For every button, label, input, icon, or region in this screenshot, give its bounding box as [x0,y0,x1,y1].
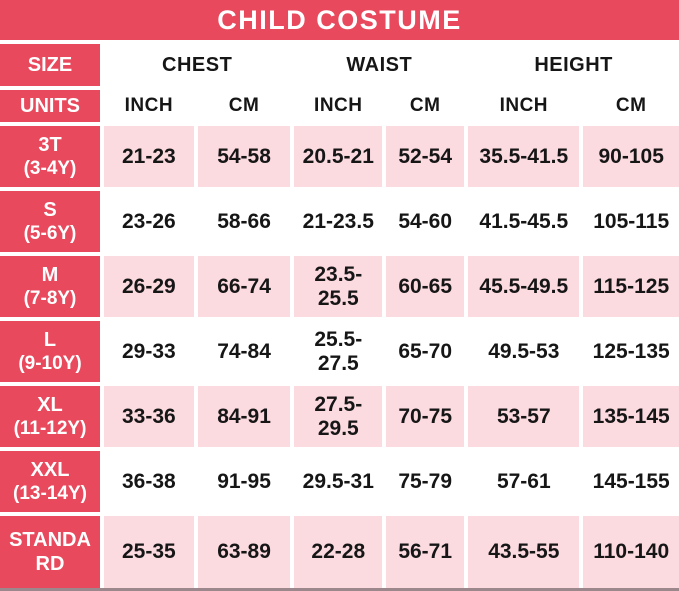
value-cell: 21-23.5 [294,191,383,252]
value-cell: 57-61 [468,451,580,513]
value-cell: 66-74 [197,256,291,317]
size-header-cell: SIZE [0,44,100,86]
age-label: (5-6Y) [23,222,77,244]
bottom-border-line [0,588,679,591]
age-label: (9-10Y) [18,352,82,374]
size-cell-standard: STANDARD [0,516,100,588]
age-label: (3-4Y) [23,157,77,179]
value-cell: 41.5-45.5 [468,191,580,252]
value-cell: 49.5-53 [468,321,580,382]
value-cell: 35.5-41.5 [468,126,580,187]
size-label: XL [37,393,63,416]
size-cell-s: S (5-6Y) [0,191,100,252]
value-cell: 23.5-25.5 [294,256,383,317]
value-cell: 45.5-49.5 [468,256,580,317]
height-inch-unit-header: INCH [468,90,580,122]
units-header-cell: UNITS [0,90,100,122]
value-cell: 26-29 [104,256,194,317]
chart-title: CHILD COSTUME [0,0,679,40]
height-cm-unit-header: CM [583,90,679,122]
value-cell: 33-36 [104,386,194,447]
value-cell: 20.5-21 [294,126,383,187]
value-cell: 43.5-55 [468,516,580,588]
value-cell: 105-115 [583,191,679,252]
value-cell: 56-71 [386,516,465,588]
value-cell: 53-57 [468,386,580,447]
value-cell: 74-84 [197,321,291,382]
waist-inch-unit-header: INCH [294,90,383,122]
value-cell: 29.5-31 [294,451,383,513]
value-cell: 63-89 [197,516,291,588]
size-cell-m: M (7-8Y) [0,256,100,317]
value-cell: 27.5-29.5 [294,386,383,447]
chest-group-header: CHEST [104,44,291,86]
size-cell-l: L (9-10Y) [0,321,100,382]
value-cell: 54-60 [386,191,465,252]
value-cell: 135-145 [583,386,679,447]
size-label: M [41,263,59,286]
size-cell-xxl: XXL (13-14Y) [0,451,100,513]
size-table: SIZE CHEST WAIST HEIGHT UNITS INCH CM IN… [0,44,679,588]
value-cell: 25-35 [104,516,194,588]
value-cell: 23-26 [104,191,194,252]
value-cell: 110-140 [583,516,679,588]
value-cell: 52-54 [386,126,465,187]
value-cell: 145-155 [583,451,679,513]
value-cell: 90-105 [583,126,679,187]
age-label: (7-8Y) [23,287,77,309]
value-cell: 36-38 [104,451,194,513]
size-cell-3t: 3T (3-4Y) [0,126,100,187]
size-label: 3T [38,133,62,156]
waist-cm-unit-header: CM [386,90,465,122]
chest-inch-unit-header: INCH [104,90,194,122]
value-cell: 125-135 [583,321,679,382]
value-cell: 70-75 [386,386,465,447]
value-cell: 75-79 [386,451,465,513]
value-cell: 60-65 [386,256,465,317]
value-cell: 29-33 [104,321,194,382]
value-cell: 21-23 [104,126,194,187]
value-cell: 22-28 [294,516,383,588]
size-label: STANDARD [9,529,91,575]
value-cell: 25.5-27.5 [294,321,383,382]
size-label: XXL [30,458,70,481]
age-label: (11-12Y) [13,417,87,439]
age-label: (13-14Y) [13,482,87,504]
waist-group-header: WAIST [294,44,465,86]
size-cell-xl: XL (11-12Y) [0,386,100,447]
height-group-header: HEIGHT [468,44,679,86]
size-label: L [43,328,57,351]
value-cell: 115-125 [583,256,679,317]
value-cell: 91-95 [197,451,291,513]
chest-cm-unit-header: CM [197,90,291,122]
value-cell: 65-70 [386,321,465,382]
size-label: S [43,198,57,221]
value-cell: 84-91 [197,386,291,447]
value-cell: 58-66 [197,191,291,252]
value-cell: 54-58 [197,126,291,187]
